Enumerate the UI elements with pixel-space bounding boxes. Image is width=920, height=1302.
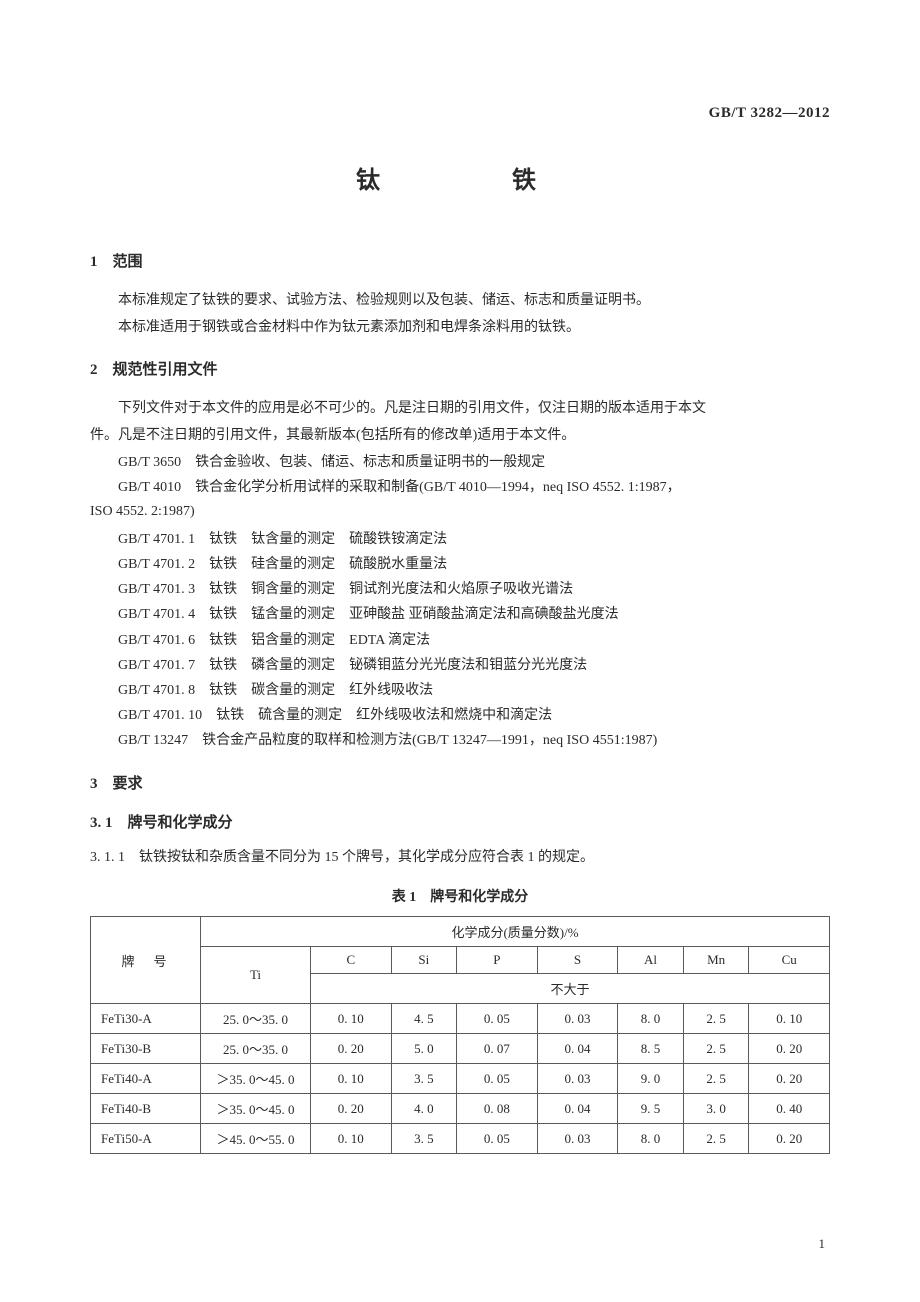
section-1-para-1: 本标准规定了钛铁的要求、试验方法、检验规则以及包装、储运、标志和质量证明书。 bbox=[90, 289, 830, 314]
table-cell: 0. 20 bbox=[749, 1124, 830, 1154]
section-1-heading: 1 范围 bbox=[90, 250, 830, 271]
section-3-heading: 3 要求 bbox=[90, 772, 830, 793]
column-chem-group: 化学成分(质量分数)/% bbox=[201, 917, 830, 947]
table-cell: 4. 0 bbox=[391, 1094, 457, 1124]
section-2-intro-line-2: 件。凡是不注日期的引用文件，其最新版本(包括所有的修改单)适用于本文件。 bbox=[90, 424, 830, 449]
table-cell: 0. 10 bbox=[311, 1064, 392, 1094]
column-cu: Cu bbox=[749, 947, 830, 974]
section-2-intro-line-1: 下列文件对于本文件的应用是必不可少的。凡是注日期的引用文件，仅注日期的版本适用于… bbox=[90, 397, 830, 422]
table-cell: 0. 05 bbox=[457, 1004, 538, 1034]
section-1-para-2: 本标准适用于钢铁或合金材料中作为钛元素添加剂和电焊条涂料用的钛铁。 bbox=[90, 316, 830, 341]
subsection-3-1-1-para: 3. 1. 1 钛铁按钛和杂质含量不同分为 15 个牌号，其化学成分应符合表 1… bbox=[90, 846, 830, 871]
reference-item: GB/T 4701. 8 钛铁 碳含量的测定 红外线吸收法 bbox=[90, 678, 830, 703]
table-row: FeTi30-A25. 0～35. 00. 104. 50. 050. 038.… bbox=[91, 1004, 830, 1034]
column-s: S bbox=[537, 947, 618, 974]
table-cell: 3. 5 bbox=[391, 1124, 457, 1154]
table-row: FeTi40-A＞35. 0～45. 00. 103. 50. 050. 039… bbox=[91, 1064, 830, 1094]
table-cell: 2. 5 bbox=[683, 1064, 749, 1094]
table-cell: 0. 08 bbox=[457, 1094, 538, 1124]
table-cell: 0. 10 bbox=[749, 1004, 830, 1034]
column-ti: Ti bbox=[201, 947, 311, 1004]
reference-item: GB/T 4701. 10 钛铁 硫含量的测定 红外线吸收法和燃烧中和滴定法 bbox=[90, 703, 830, 728]
section-2-heading: 2 规范性引用文件 bbox=[90, 358, 830, 379]
table-cell: 0. 03 bbox=[537, 1064, 618, 1094]
table-cell: 2. 5 bbox=[683, 1124, 749, 1154]
table-cell: 0. 04 bbox=[537, 1034, 618, 1064]
reference-item: GB/T 4701. 3 钛铁 铜含量的测定 铜试剂光度法和火焰原子吸收光谱法 bbox=[90, 577, 830, 602]
table-cell: 0. 20 bbox=[749, 1064, 830, 1094]
table-cell: 2. 5 bbox=[683, 1034, 749, 1064]
table-row: FeTi30-B25. 0～35. 00. 205. 00. 070. 048.… bbox=[91, 1034, 830, 1064]
column-brand: 牌 号 bbox=[91, 917, 201, 1004]
table-cell: 25. 0～35. 0 bbox=[201, 1004, 311, 1034]
table-cell: 0. 04 bbox=[537, 1094, 618, 1124]
table-cell: FeTi30-B bbox=[91, 1034, 201, 1064]
table-cell: 8. 0 bbox=[618, 1004, 684, 1034]
column-mn: Mn bbox=[683, 947, 749, 974]
table-cell: 0. 05 bbox=[457, 1064, 538, 1094]
table-cell: 0. 10 bbox=[311, 1124, 392, 1154]
reference-item: GB/T 4701. 6 钛铁 铝含量的测定 EDTA 滴定法 bbox=[90, 628, 830, 653]
column-al: Al bbox=[618, 947, 684, 974]
standard-number: GB/T 3282—2012 bbox=[709, 105, 830, 122]
table-cell: ＞35. 0～45. 0 bbox=[201, 1094, 311, 1124]
column-c: C bbox=[311, 947, 392, 974]
column-le: 不大于 bbox=[311, 974, 830, 1004]
column-p: P bbox=[457, 947, 538, 974]
table-cell: 0. 07 bbox=[457, 1034, 538, 1064]
reference-item: GB/T 4701. 4 钛铁 锰含量的测定 亚砷酸盐 亚硝酸盐滴定法和高碘酸盐… bbox=[90, 602, 830, 627]
column-si: Si bbox=[391, 947, 457, 974]
page-title: 钛 铁 bbox=[90, 160, 830, 195]
subsection-3-1-heading: 3. 1 牌号和化学成分 bbox=[90, 811, 830, 832]
table-cell: 3. 0 bbox=[683, 1094, 749, 1124]
table-cell: FeTi50-A bbox=[91, 1124, 201, 1154]
reference-item: GB/T 4701. 2 钛铁 硅含量的测定 硫酸脱水重量法 bbox=[90, 552, 830, 577]
table-cell: 0. 20 bbox=[311, 1094, 392, 1124]
table-cell: 9. 5 bbox=[618, 1094, 684, 1124]
reference-item: ISO 4552. 2:1987) bbox=[90, 500, 830, 525]
page-number: 1 bbox=[819, 1236, 826, 1252]
reference-item: GB/T 4701. 1 钛铁 钛含量的测定 硫酸铁铵滴定法 bbox=[90, 527, 830, 552]
reference-item: GB/T 4010 铁合金化学分析用试样的采取和制备(GB/T 4010—199… bbox=[90, 475, 830, 500]
table-cell: FeTi40-A bbox=[91, 1064, 201, 1094]
table-row: FeTi50-A＞45. 0～55. 00. 103. 50. 050. 038… bbox=[91, 1124, 830, 1154]
table-cell: 8. 0 bbox=[618, 1124, 684, 1154]
table-cell: 4. 5 bbox=[391, 1004, 457, 1034]
table-cell: ＞35. 0～45. 0 bbox=[201, 1064, 311, 1094]
table-cell: 0. 05 bbox=[457, 1124, 538, 1154]
table-cell: FeTi30-A bbox=[91, 1004, 201, 1034]
reference-item: GB/T 3650 铁合金验收、包装、储运、标志和质量证明书的一般规定 bbox=[90, 450, 830, 475]
table-row: FeTi40-B＞35. 0～45. 00. 204. 00. 080. 049… bbox=[91, 1094, 830, 1124]
table-cell: 8. 5 bbox=[618, 1034, 684, 1064]
table-cell: FeTi40-B bbox=[91, 1094, 201, 1124]
table-cell: 0. 40 bbox=[749, 1094, 830, 1124]
table-cell: 5. 0 bbox=[391, 1034, 457, 1064]
table-cell: 0. 03 bbox=[537, 1124, 618, 1154]
reference-item: GB/T 4701. 7 钛铁 磷含量的测定 铋磷钼蓝分光光度法和钼蓝分光光度法 bbox=[90, 653, 830, 678]
table-cell: 0. 20 bbox=[749, 1034, 830, 1064]
table-cell: 0. 20 bbox=[311, 1034, 392, 1064]
table-caption: 表 1 牌号和化学成分 bbox=[90, 886, 830, 906]
table-cell: ＞45. 0～55. 0 bbox=[201, 1124, 311, 1154]
table-cell: 3. 5 bbox=[391, 1064, 457, 1094]
table-cell: 9. 0 bbox=[618, 1064, 684, 1094]
composition-table: 牌 号 化学成分(质量分数)/% Ti C Si P S Al Mn Cu 不大… bbox=[90, 916, 830, 1154]
table-cell: 2. 5 bbox=[683, 1004, 749, 1034]
reference-item: GB/T 13247 铁合金产品粒度的取样和检测方法(GB/T 13247—19… bbox=[90, 728, 830, 753]
table-cell: 0. 03 bbox=[537, 1004, 618, 1034]
table-cell: 25. 0～35. 0 bbox=[201, 1034, 311, 1064]
table-cell: 0. 10 bbox=[311, 1004, 392, 1034]
